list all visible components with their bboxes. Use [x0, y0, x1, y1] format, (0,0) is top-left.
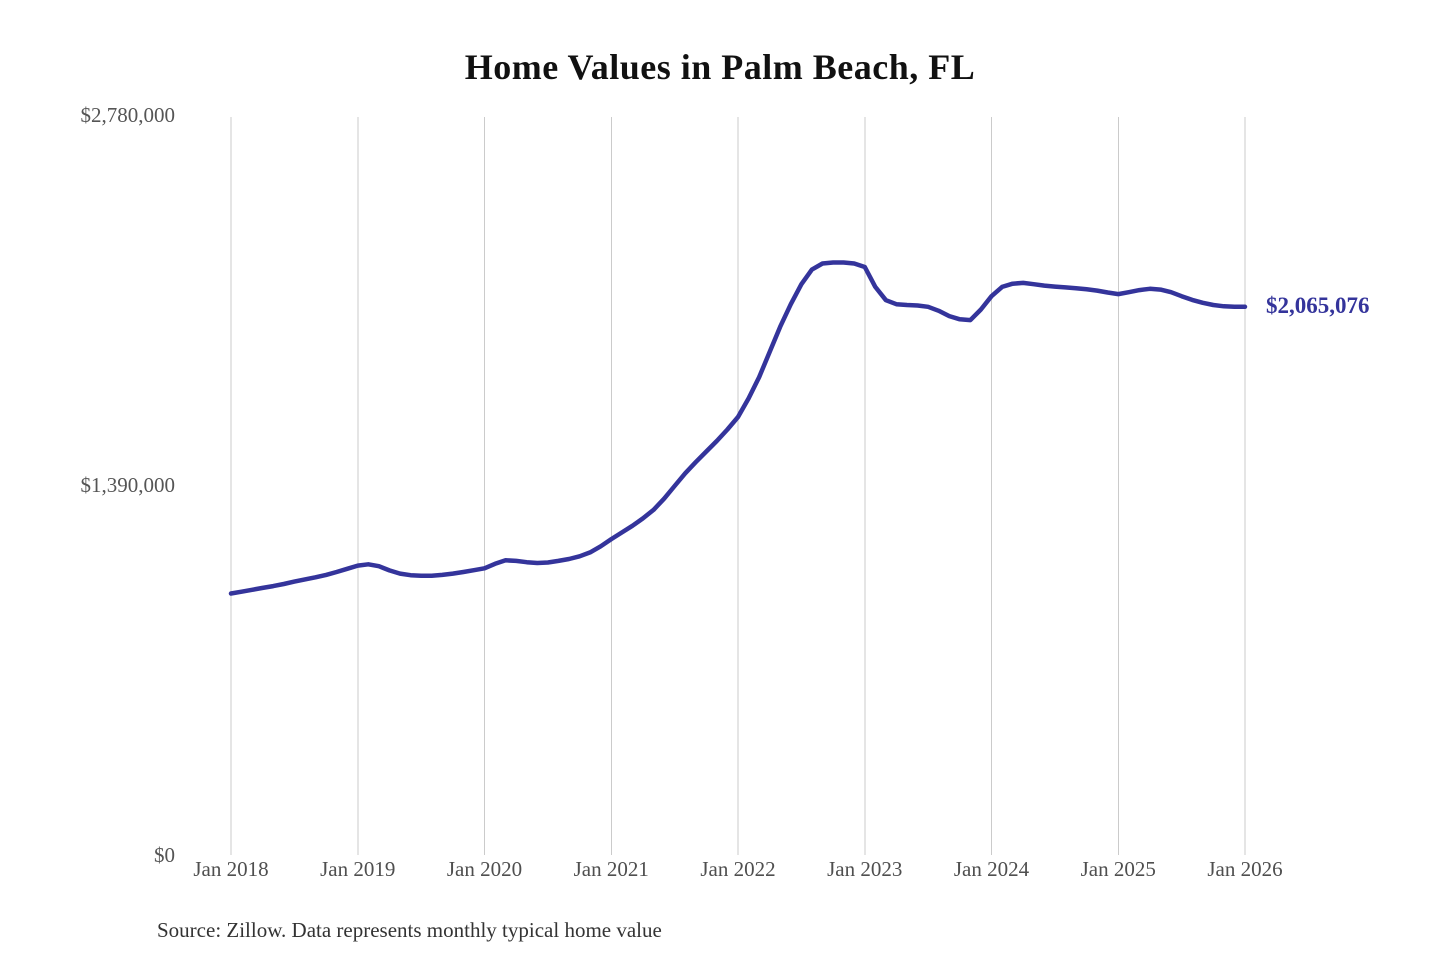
chart-title: Home Values in Palm Beach, FL	[464, 47, 976, 87]
latest-value-label: $2,065,076	[1266, 292, 1370, 318]
x-axis-label: Jan 2018	[193, 857, 269, 881]
x-axis-label: Jan 2021	[573, 857, 649, 881]
x-axis-label: Jan 2024	[953, 857, 1030, 881]
y-axis-label-zero: $0	[154, 843, 175, 867]
x-axis-label: Jan 2023	[827, 857, 903, 881]
source-note: Source: Zillow. Data represents monthly …	[157, 918, 662, 942]
y-axis-label-middle: $1,390,000	[80, 473, 176, 497]
vertical-gridlines	[230, 117, 1246, 855]
x-axis-label: Jan 2026	[1207, 857, 1283, 881]
x-axis-label: Jan 2019	[320, 857, 396, 881]
y-axis-label-top: $2,780,000	[80, 103, 176, 127]
x-axis-label: Jan 2020	[446, 857, 523, 881]
x-axis-label: Jan 2025	[1080, 857, 1156, 881]
x-axis-label: Jan 2022	[700, 857, 776, 881]
home-value-line	[228, 260, 1248, 596]
